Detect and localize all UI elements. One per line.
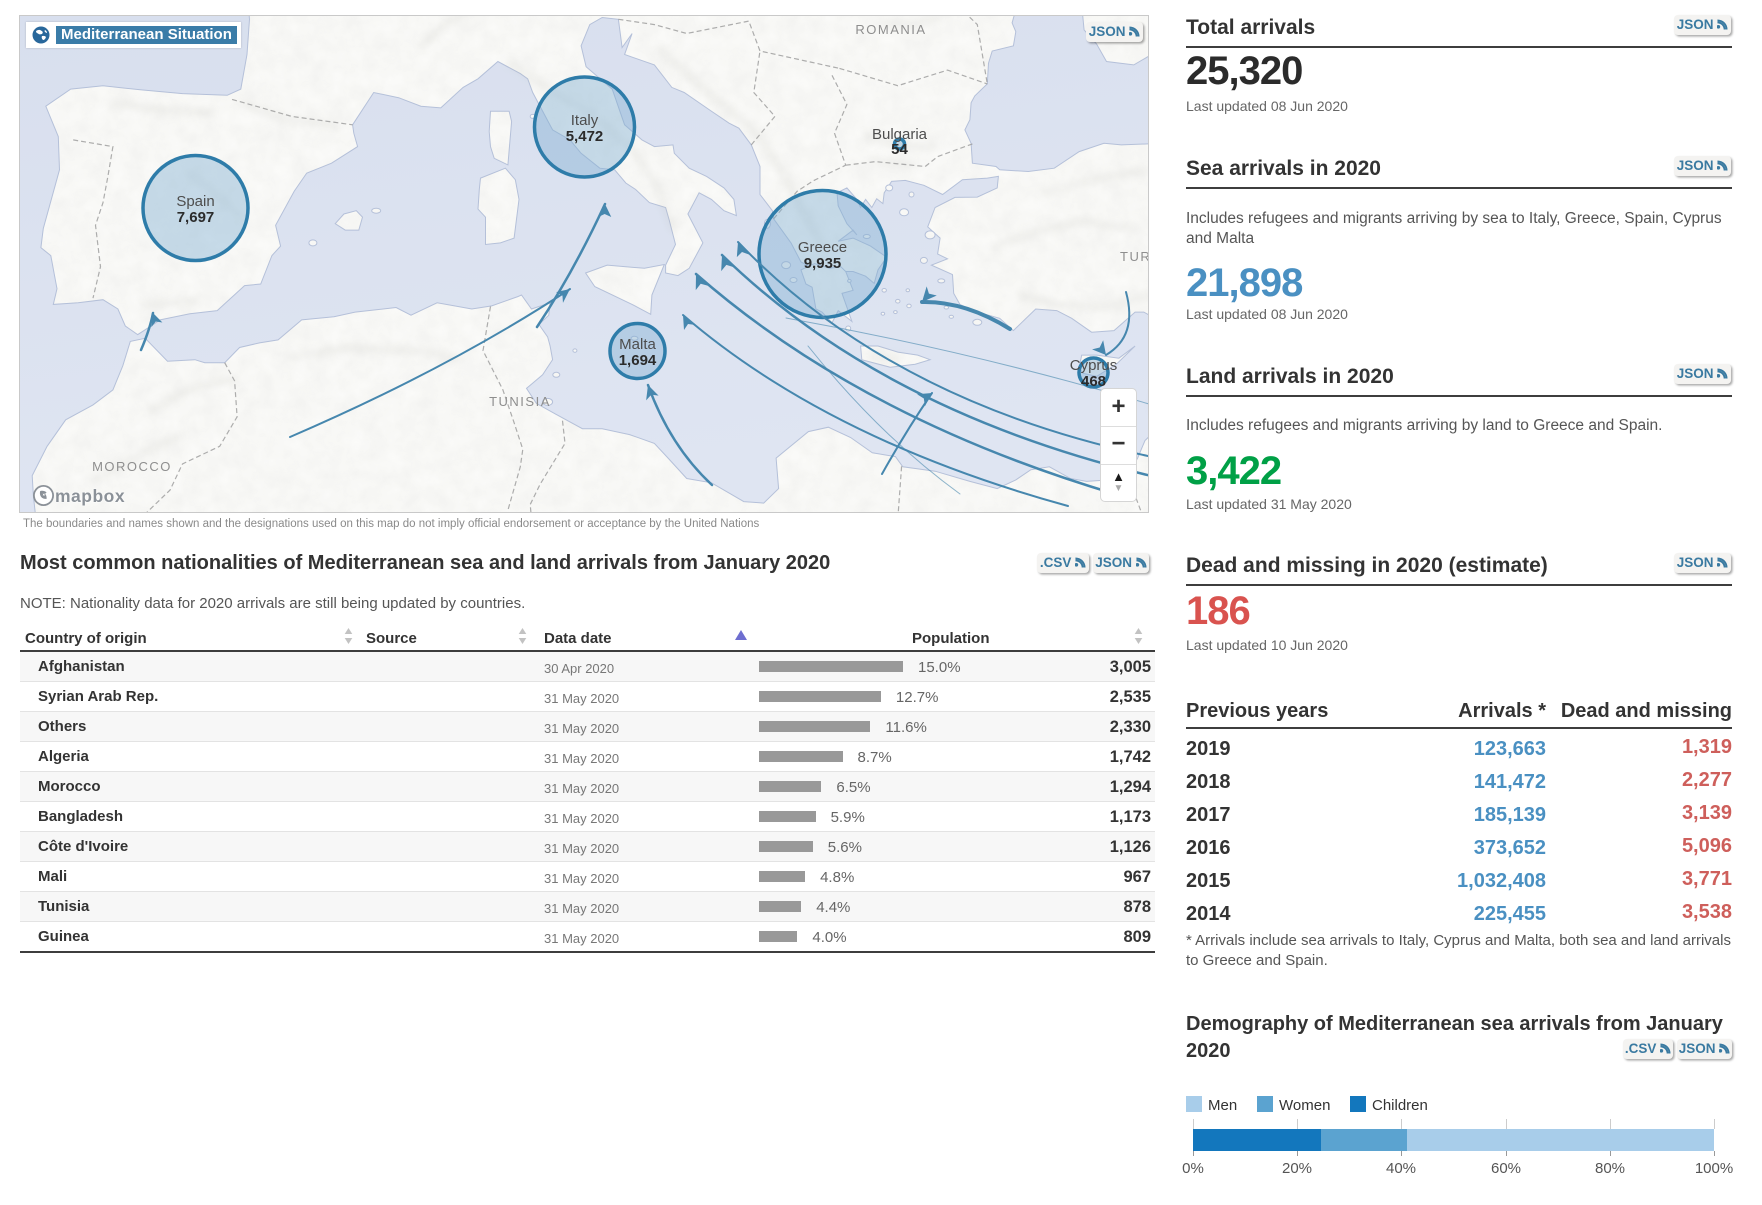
svg-text:Spain: Spain (176, 193, 214, 210)
svg-text:Bulgaria: Bulgaria (872, 126, 928, 143)
svg-text:5,472: 5,472 (566, 128, 604, 145)
svg-text:468: 468 (1081, 373, 1106, 390)
svg-text:TURKEY: TURKEY (1120, 249, 1149, 264)
svg-text:54: 54 (891, 141, 908, 158)
svg-text:TUNISIA: TUNISIA (489, 394, 551, 409)
svg-text:9,935: 9,935 (804, 255, 842, 272)
svg-text:1,694: 1,694 (619, 352, 657, 369)
svg-text:Malta: Malta (619, 336, 656, 353)
svg-text:7,697: 7,697 (177, 209, 215, 226)
svg-text:ROMANIA: ROMANIA (855, 22, 926, 37)
svg-text:Cyprus: Cyprus (1070, 357, 1118, 374)
svg-text:MOROCCO: MOROCCO (92, 459, 172, 474)
svg-text:Greece: Greece (798, 239, 847, 256)
svg-text:Italy: Italy (571, 112, 599, 129)
